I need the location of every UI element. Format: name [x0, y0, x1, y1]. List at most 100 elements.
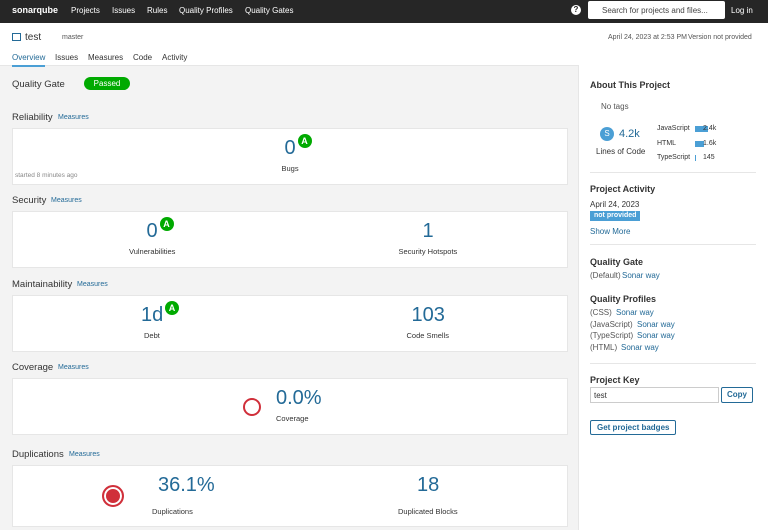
help-icon[interactable]: ? — [571, 5, 581, 15]
section-title: Duplications — [12, 449, 64, 460]
language-loc: 1.6k — [703, 139, 717, 147]
loc-value[interactable]: 4.2k — [619, 128, 640, 140]
metric-value[interactable]: 0.0% — [276, 387, 322, 409]
metric-label: Bugs — [281, 164, 299, 173]
metric-value[interactable]: 18 — [417, 474, 440, 496]
nav-link[interactable]: Issues — [112, 6, 136, 15]
profile-lang: (JavaScript) — [590, 319, 633, 329]
divider — [590, 363, 756, 364]
measures-link[interactable]: Measures — [58, 114, 89, 121]
tab[interactable]: Activity — [162, 53, 188, 62]
language-name: HTML — [657, 139, 677, 147]
sidebar — [578, 65, 768, 530]
qg-name[interactable]: Sonar way — [622, 271, 660, 280]
section-title: Coverage — [12, 362, 54, 373]
divider — [590, 172, 756, 173]
profile-name[interactable]: Sonar way — [637, 319, 675, 329]
activity-date: April 24, 2023 — [590, 200, 640, 209]
language-name: TypeScript — [657, 154, 691, 161]
project-date: April 24, 2023 at 2:53 PM — [608, 34, 687, 41]
metric-label: Debt — [144, 331, 160, 340]
project-version: Version not provided — [688, 34, 752, 41]
card — [12, 128, 568, 185]
divider — [590, 244, 756, 245]
logo[interactable]: sonarqube — [12, 5, 59, 15]
key-value: test — [594, 391, 607, 400]
metric-value[interactable]: 1d — [141, 304, 164, 326]
nav-link[interactable]: Rules — [147, 6, 168, 15]
metric-label: Duplications — [152, 507, 193, 516]
copy-button[interactable]: Copy — [721, 387, 753, 403]
loc-icon: S — [600, 127, 614, 141]
profile-lang: (TypeScript) — [590, 331, 634, 341]
measures-link[interactable]: Measures — [69, 451, 100, 458]
branch: master — [62, 34, 84, 41]
quality-gate-status: Passed — [84, 77, 130, 90]
version-badge: not provided — [590, 211, 641, 221]
activity-title: Project Activity — [590, 184, 656, 194]
card — [12, 295, 568, 352]
card — [12, 211, 568, 268]
language-bar — [695, 140, 704, 147]
profile-name[interactable]: Sonar way — [616, 308, 654, 317]
analysis-note: started 8 minutes ago — [15, 172, 78, 179]
tab[interactable]: Code — [133, 53, 153, 62]
language-loc: 145 — [703, 154, 715, 161]
coverage-ring — [243, 398, 261, 416]
rating-badge: A — [159, 217, 174, 231]
rating-badge: A — [165, 301, 179, 315]
profile-lang: (HTML) — [590, 343, 618, 353]
key-input[interactable] — [590, 387, 719, 403]
qg-default: (Default) — [590, 271, 621, 280]
profile-name[interactable]: Sonar way — [621, 343, 659, 353]
section-title: Maintainability — [12, 279, 73, 290]
project-name[interactable]: test — [25, 32, 42, 43]
rating-badge: A — [297, 134, 312, 148]
tab[interactable]: Measures — [88, 53, 124, 62]
language-name: JavaScript — [657, 125, 690, 132]
metric-value[interactable]: 36.1% — [158, 474, 215, 496]
profile-name[interactable]: Sonar way — [637, 331, 675, 341]
nav-link[interactable]: Projects — [71, 6, 100, 15]
loc-label: Lines of Code — [596, 147, 646, 156]
badges-button[interactable]: Get project badges — [590, 420, 677, 435]
language-loc: 2.4k — [703, 125, 717, 132]
quality-gate-label: Quality Gate — [12, 79, 65, 90]
metric-value[interactable]: 1 — [422, 220, 434, 242]
metric-label: Duplicated Blocks — [398, 507, 458, 516]
metric-value[interactable]: 0 — [284, 137, 296, 159]
metric-label: Code Smells — [406, 331, 450, 340]
metric-label: Security Hotspots — [398, 247, 458, 256]
key-title: Project Key — [590, 375, 640, 385]
show-more[interactable]: Show More — [590, 227, 631, 236]
measures-link[interactable]: Measures — [77, 281, 108, 288]
measures-link[interactable]: Measures — [58, 364, 89, 371]
metric-value[interactable]: 103 — [411, 304, 445, 326]
profiles-title: Quality Profiles — [590, 294, 657, 304]
card — [12, 378, 568, 435]
project-icon — [12, 33, 21, 41]
metric-value[interactable]: 0 — [146, 220, 158, 242]
search-box[interactable] — [588, 1, 725, 19]
tab[interactable]: Issues — [55, 53, 79, 62]
language-bar — [695, 126, 708, 132]
section-title: Reliability — [12, 112, 53, 123]
section-title: Security — [12, 195, 47, 206]
nav-link[interactable]: Quality Profiles — [179, 6, 233, 15]
card — [12, 465, 568, 527]
about-title: About This Project — [590, 80, 671, 90]
tags: No tags — [601, 102, 629, 111]
nav-link[interactable]: Quality Gates — [245, 6, 294, 15]
qg-title: Quality Gate — [590, 257, 644, 267]
measures-link[interactable]: Measures — [51, 197, 82, 204]
project-header — [0, 23, 768, 66]
duplication-icon — [102, 485, 124, 507]
login[interactable]: Log in — [731, 6, 753, 15]
language-bar — [695, 155, 696, 161]
metric-label: Coverage — [276, 414, 309, 423]
metric-label: Vulnerabilities — [129, 247, 176, 256]
tab[interactable]: Overview — [12, 53, 46, 67]
profile-lang: (CSS) — [590, 308, 612, 317]
search-placeholder: Search for projects and files... — [602, 6, 708, 15]
